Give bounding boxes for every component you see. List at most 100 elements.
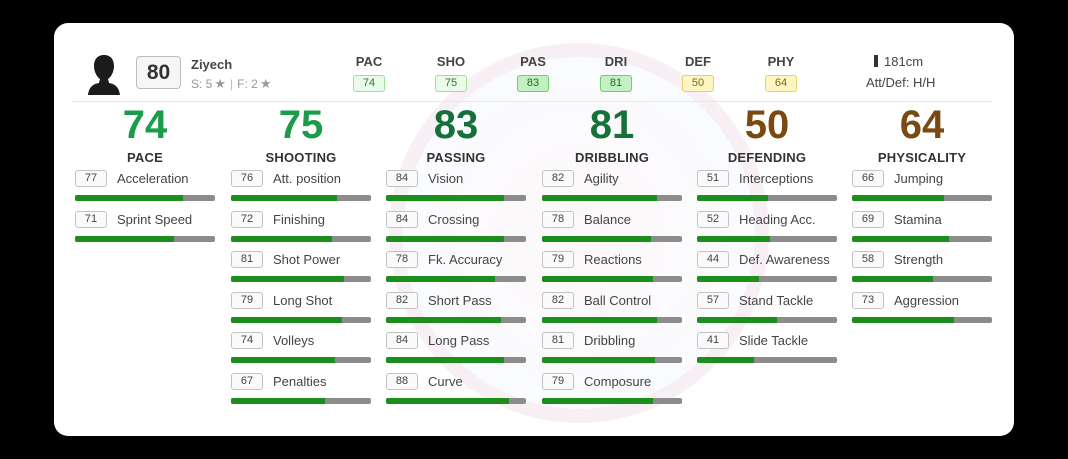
stat-bar-track — [231, 276, 371, 282]
stat-name: Balance — [584, 211, 631, 227]
skill-moves-label: S: 5 — [191, 77, 213, 91]
stat-bar-track — [231, 235, 371, 242]
category-name: SHOOTING — [265, 150, 337, 165]
stat-value-badge: 88 — [386, 372, 418, 390]
category-name: DRIBBLING — [574, 150, 650, 165]
stat-row: 76 Att. position — [230, 170, 372, 211]
player-height: 181cm — [874, 54, 923, 69]
stat-bar-track — [542, 316, 682, 323]
stat-name: Def. Awareness — [739, 252, 830, 267]
stat-value-badge: 79 — [542, 251, 574, 268]
stat-value-badge: 84 — [386, 210, 418, 228]
stat-bar-fill — [231, 195, 338, 201]
stat-name: Ball Control — [584, 292, 652, 308]
stat-value-badge: 71 — [75, 210, 107, 228]
stat-row: 74 Volleys — [230, 332, 372, 373]
stat-bar-track — [75, 195, 215, 201]
stat-bar-fill — [542, 397, 653, 404]
height-value: 181cm — [884, 54, 924, 69]
summary-phy: PHY 64 — [751, 54, 811, 92]
stat-bar-fill — [542, 357, 656, 363]
stat-name: Long Pass — [428, 333, 490, 348]
stat-bar-fill — [542, 235, 652, 242]
stat-bar-track — [386, 397, 526, 404]
weak-foot-label: F: 2 — [237, 77, 258, 91]
stat-value-badge: 44 — [697, 251, 729, 268]
stat-bar-fill — [852, 195, 945, 201]
stat-list: 51 Interceptions 52 Heading Acc. 44 Def. Awar… — [696, 170, 838, 373]
summary-label: PAC — [355, 54, 383, 69]
stat-row: 58 Strength — [851, 251, 993, 292]
stat-value-badge: 58 — [852, 251, 884, 268]
stat-name: Volleys — [273, 333, 315, 348]
stat-value-badge: 72 — [231, 210, 263, 228]
summary-def: DEF 50 — [668, 54, 728, 92]
stat-name: Crossing — [428, 211, 480, 227]
stat-name: Acceleration — [117, 171, 189, 186]
stat-bar-fill — [852, 316, 955, 323]
stat-row: 82 Short Pass — [385, 291, 527, 333]
stat-value-badge: 78 — [386, 251, 418, 268]
stat-row: 71 Sprint Speed — [74, 210, 216, 252]
stat-name: Aggression — [894, 292, 960, 308]
stat-value-badge: 57 — [697, 291, 729, 309]
stat-bar-track — [542, 276, 682, 282]
stat-value-badge: 41 — [697, 332, 729, 349]
stat-row: 41 Slide Tackle — [696, 332, 838, 373]
stat-bar-fill — [542, 316, 657, 323]
stat-value-badge: 76 — [231, 170, 263, 187]
stat-row: 67 Penalties — [230, 372, 372, 414]
stat-list: 77 Acceleration 71 Sprint Speed — [74, 170, 216, 251]
stat-row: 84 Vision — [385, 170, 527, 211]
category-pace: 74 PACE 77 Acceleration 71 Sprint Speed — [74, 105, 216, 251]
summary-badge: 81 — [600, 75, 632, 92]
stat-name: Reactions — [584, 252, 642, 267]
category-name: PASSING — [426, 150, 486, 165]
stat-row: 78 Balance — [541, 210, 683, 252]
stat-bar-track — [542, 195, 682, 201]
stat-bar-fill — [231, 276, 345, 282]
stat-bar-track — [386, 357, 526, 363]
stat-value-badge: 69 — [852, 210, 884, 228]
stat-name: Agility — [584, 171, 619, 186]
stat-row: 79 Composure — [541, 372, 683, 414]
stat-value-badge: 51 — [697, 170, 729, 187]
stat-row: 52 Heading Acc. — [696, 210, 838, 252]
stat-row: 81 Dribbling — [541, 332, 683, 373]
stat-name: Strength — [894, 252, 944, 267]
stat-bar-track — [542, 397, 682, 404]
stat-value-badge: 78 — [542, 210, 574, 228]
stat-bar-fill — [852, 235, 949, 242]
stat-bar-track — [231, 316, 371, 323]
category-score: 74 — [122, 103, 168, 147]
stat-bar-track — [697, 195, 837, 201]
stat-bar-track — [75, 235, 215, 242]
stat-value-badge: 74 — [231, 332, 263, 349]
stat-list: 82 Agility 78 Balance 79 Reactions 82 Ball Cont… — [541, 170, 683, 413]
summary-badge: 83 — [517, 75, 549, 92]
stat-row: 66 Jumping — [851, 170, 993, 211]
stat-name: Long Shot — [273, 292, 333, 308]
stat-bar-track — [231, 397, 371, 404]
category-score: 81 — [589, 103, 635, 147]
stat-bar-track — [852, 316, 992, 323]
stat-row: 77 Acceleration — [74, 170, 216, 211]
stat-row: 51 Interceptions — [696, 170, 838, 211]
summary-badge: 74 — [353, 75, 385, 92]
category-score: 83 — [433, 103, 479, 147]
stat-bar-fill — [386, 276, 496, 282]
stat-name: Composure — [584, 373, 652, 389]
summary-label: DRI — [604, 54, 628, 69]
stat-bar-fill — [697, 316, 777, 323]
stat-bar-track — [852, 276, 992, 282]
stat-row: 57 Stand Tackle — [696, 291, 838, 333]
stat-bar-track — [542, 357, 682, 363]
stat-bar-track — [697, 276, 837, 282]
stat-bar-fill — [75, 235, 175, 242]
summary-label: SHO — [436, 54, 466, 69]
work-rate: Att/Def: H/H — [866, 75, 936, 90]
stat-value-badge: 81 — [231, 251, 263, 268]
category-score: 50 — [744, 103, 790, 147]
stat-value-badge: 67 — [231, 372, 263, 390]
stat-row: 79 Reactions — [541, 251, 683, 292]
